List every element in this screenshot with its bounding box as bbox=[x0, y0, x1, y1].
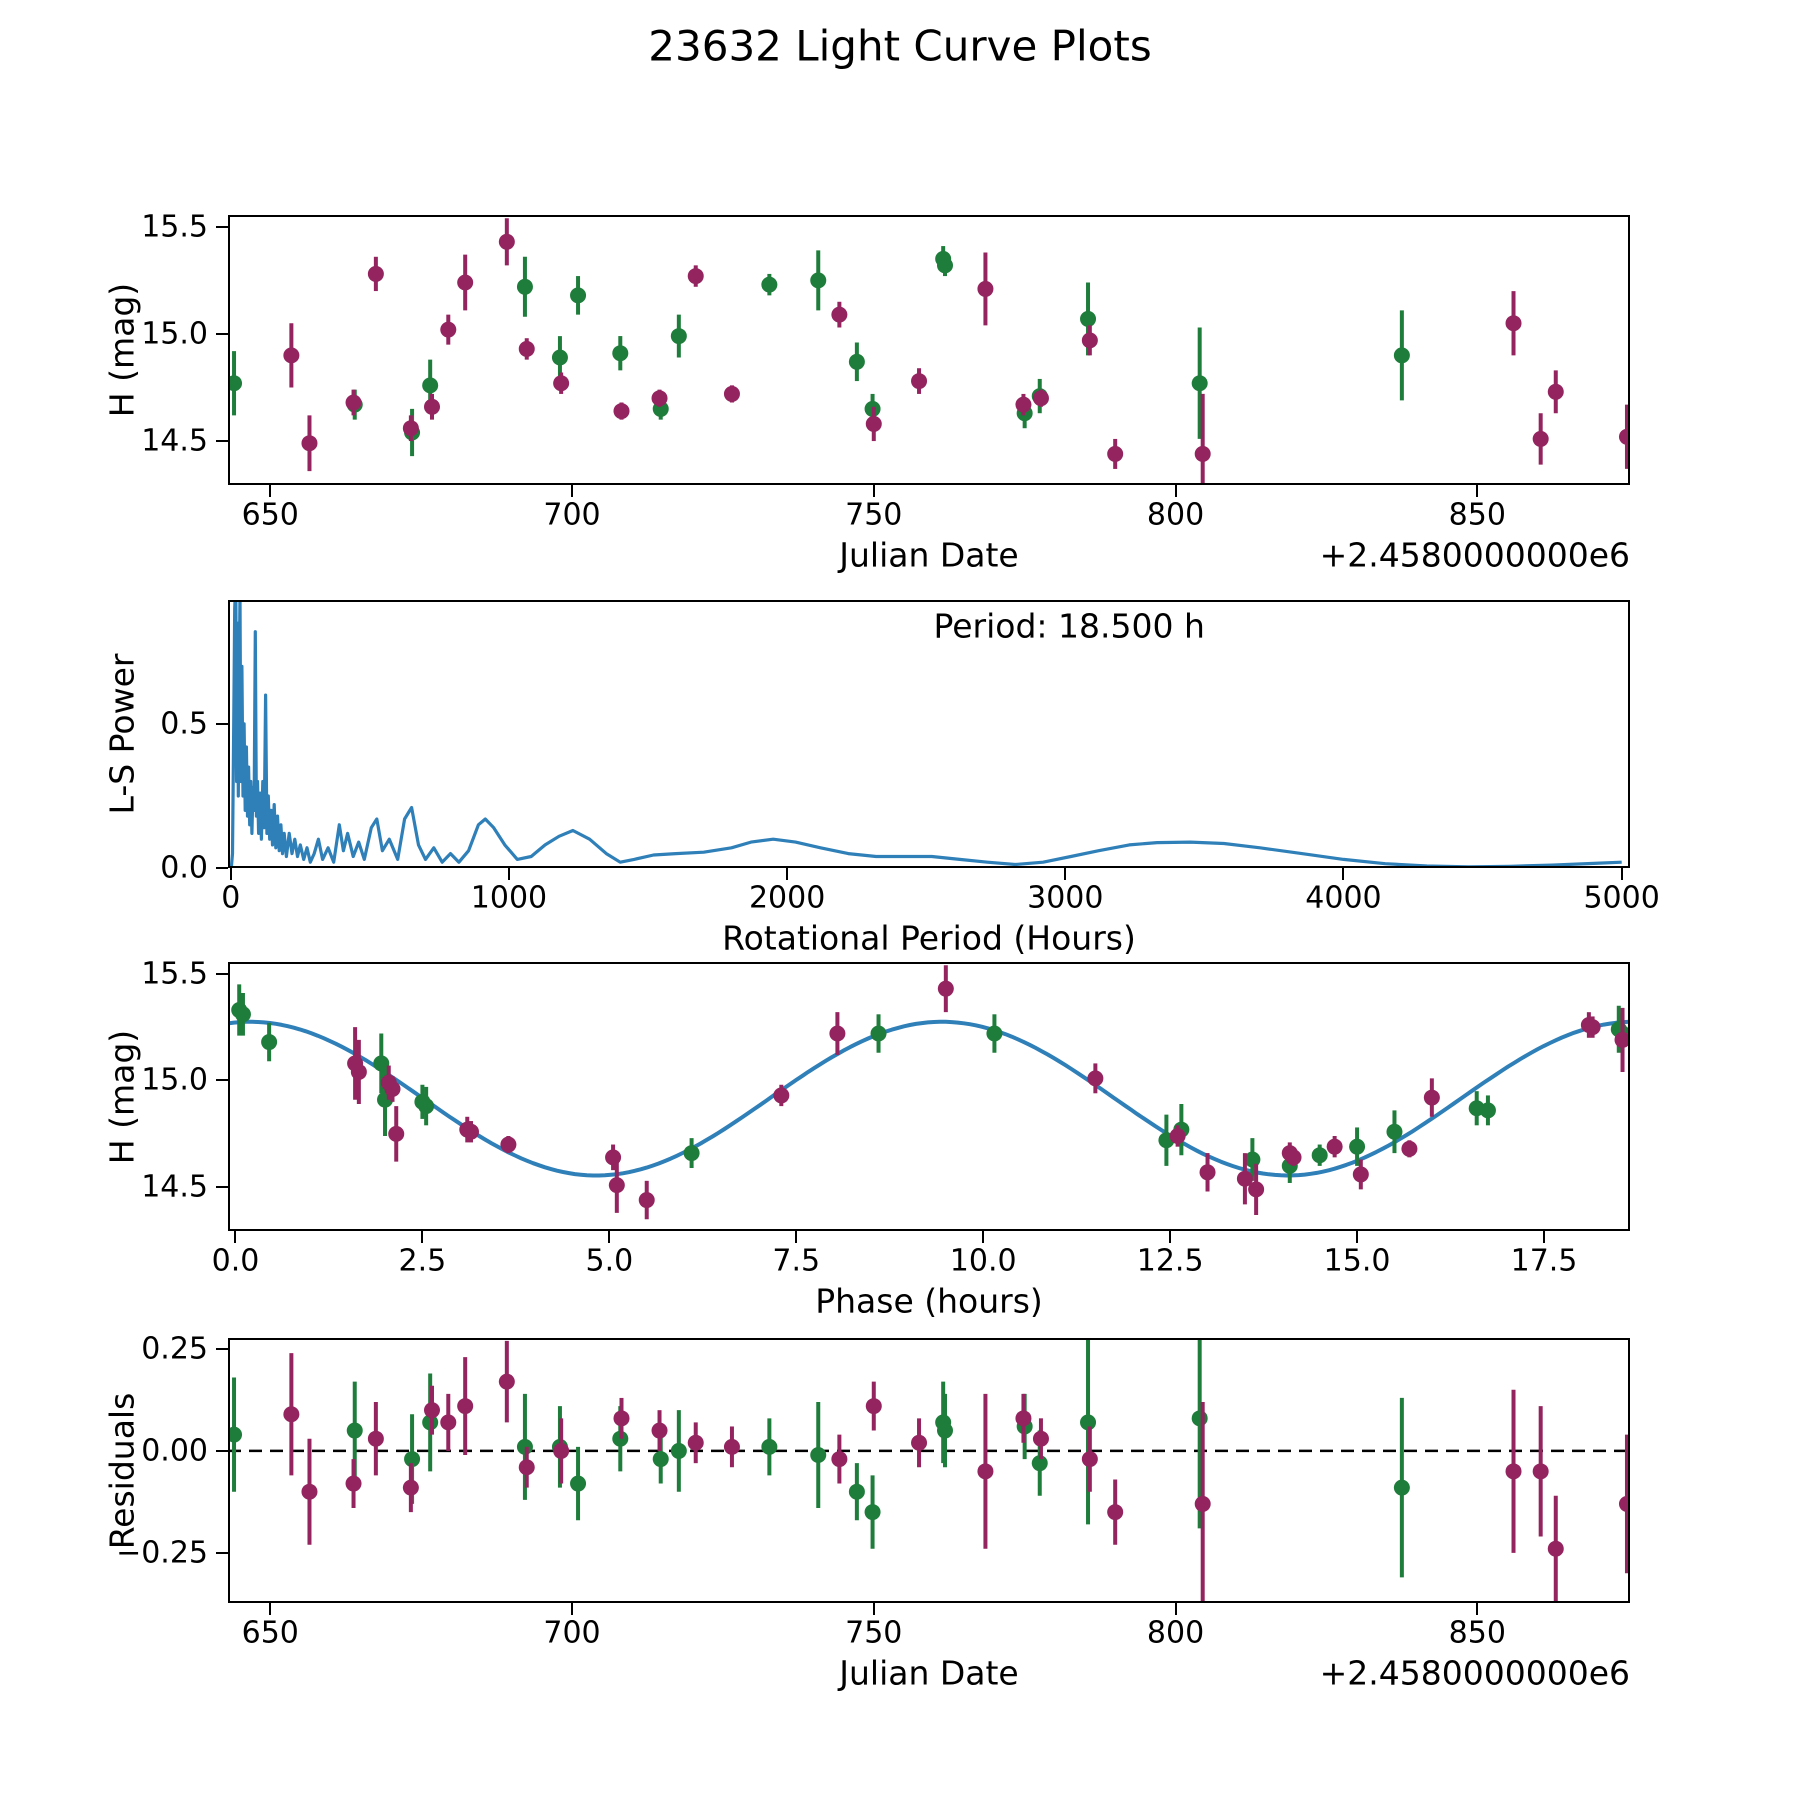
x-tick-label: 850 bbox=[1448, 1615, 1506, 1651]
x-tick-label: 12.5 bbox=[1136, 1243, 1204, 1279]
x-tick-label: 800 bbox=[1146, 1615, 1205, 1651]
x-tick-mark bbox=[1342, 868, 1345, 880]
y-tick-label: 15.0 bbox=[141, 1062, 208, 1098]
x-tick-mark bbox=[1476, 485, 1479, 497]
x-tick-label: 700 bbox=[543, 497, 601, 533]
x-tick-mark bbox=[1174, 1603, 1177, 1615]
x-tick-label: 750 bbox=[845, 497, 903, 533]
y-tick-mark bbox=[216, 1079, 228, 1082]
y-tick-mark bbox=[216, 1449, 228, 1452]
y-tick-mark bbox=[216, 440, 228, 443]
y-tick-label: 0.5 bbox=[160, 706, 208, 742]
y-tick-label: 0.0 bbox=[160, 850, 208, 886]
xlabel-phase-hours: Phase (hours) bbox=[815, 1281, 1043, 1321]
x-tick-label: 2.5 bbox=[398, 1243, 447, 1279]
x-tick-label: 1000 bbox=[470, 880, 548, 916]
y-tick-mark bbox=[216, 1551, 228, 1554]
x-tick-label: 750 bbox=[845, 1615, 903, 1651]
axes-phased-light-curve bbox=[228, 962, 1630, 1231]
jd-light-curve-plot-area bbox=[230, 218, 1628, 483]
axes-ls-periodogram bbox=[228, 600, 1630, 868]
xlabel-julian-date-panel1: Julian Date bbox=[839, 535, 1019, 575]
xlabel-rotational-period: Rotational Period (Hours) bbox=[722, 918, 1136, 958]
periodogram-plot-area bbox=[230, 602, 1622, 866]
x-tick-mark bbox=[872, 485, 875, 497]
y-tick-label: 0.00 bbox=[141, 1433, 208, 1469]
ylabel-residuals: Residuals bbox=[102, 1392, 142, 1549]
ylabel-h-mag-panel3: H (mag) bbox=[102, 1029, 142, 1164]
x-tick-mark bbox=[229, 868, 232, 880]
x-tick-mark bbox=[421, 1231, 424, 1243]
y-tick-label: 15.0 bbox=[141, 316, 208, 352]
x-tick-label: 4000 bbox=[1305, 880, 1382, 916]
x-tick-label: 5000 bbox=[1583, 880, 1660, 916]
x-tick-mark bbox=[269, 485, 272, 497]
ylabel-ls-power: L-S Power bbox=[102, 653, 142, 815]
y-tick-label: −0.25 bbox=[116, 1535, 208, 1571]
x-tick-label: 0 bbox=[221, 880, 241, 916]
x-tick-mark bbox=[269, 1603, 272, 1615]
x-tick-label: 650 bbox=[241, 497, 299, 533]
x-tick-mark bbox=[795, 1231, 798, 1243]
x-tick-mark bbox=[234, 1231, 237, 1243]
x-tick-mark bbox=[571, 1603, 573, 1615]
x-tick-mark bbox=[1064, 868, 1067, 880]
phased-plot-area bbox=[230, 965, 1628, 1220]
x-tick-label: 2000 bbox=[748, 880, 826, 916]
x-tick-label: 0.0 bbox=[211, 1243, 260, 1279]
x-tick-label: 650 bbox=[241, 1615, 299, 1651]
x-tick-label: 5.0 bbox=[585, 1243, 634, 1279]
y-tick-mark bbox=[216, 972, 228, 975]
x-tick-mark bbox=[1476, 1603, 1479, 1615]
y-tick-label: 15.5 bbox=[141, 956, 208, 992]
x-tick-mark bbox=[1543, 1231, 1545, 1243]
x-tick-mark bbox=[1169, 1231, 1172, 1243]
y-tick-label: 14.5 bbox=[141, 423, 208, 459]
x-tick-mark bbox=[1620, 868, 1623, 880]
x-tick-label: 850 bbox=[1448, 497, 1506, 533]
figure-title: 23632 Light Curve Plots bbox=[648, 21, 1152, 71]
y-tick-label: 0.25 bbox=[141, 1331, 208, 1367]
x-tick-label: 15.0 bbox=[1323, 1243, 1391, 1279]
y-tick-mark bbox=[216, 225, 228, 228]
x-tick-mark bbox=[872, 1603, 875, 1615]
residuals-plot-area bbox=[230, 1340, 1628, 1601]
jd-offset-label-panel1: +2.4580000000e6 bbox=[1319, 535, 1630, 575]
y-tick-mark bbox=[216, 1348, 228, 1350]
x-tick-mark bbox=[507, 868, 510, 880]
y-tick-mark bbox=[216, 722, 228, 725]
x-tick-mark bbox=[608, 1231, 611, 1243]
x-tick-label: 10.0 bbox=[949, 1243, 1017, 1279]
x-tick-label: 3000 bbox=[1027, 880, 1104, 916]
x-tick-mark bbox=[1174, 485, 1177, 497]
ylabel-h-mag-panel1: H (mag) bbox=[102, 282, 142, 418]
y-tick-mark bbox=[216, 1186, 228, 1189]
x-tick-label: 17.5 bbox=[1510, 1243, 1578, 1279]
x-tick-label: 800 bbox=[1146, 497, 1205, 533]
y-tick-label: 14.5 bbox=[141, 1169, 208, 1205]
y-tick-label: 15.5 bbox=[141, 209, 208, 245]
best-period-annotation: Period: 18.500 h bbox=[933, 606, 1205, 646]
x-tick-mark bbox=[571, 485, 573, 497]
y-tick-mark bbox=[216, 332, 228, 335]
xlabel-julian-date-panel4: Julian Date bbox=[839, 1653, 1019, 1693]
x-tick-mark bbox=[1356, 1231, 1359, 1243]
axes-residuals bbox=[228, 1338, 1630, 1603]
x-tick-mark bbox=[786, 868, 789, 880]
x-tick-label: 7.5 bbox=[772, 1243, 821, 1279]
jd-offset-label-panel4: +2.4580000000e6 bbox=[1319, 1653, 1630, 1693]
x-tick-label: 700 bbox=[543, 1615, 601, 1651]
axes-jd-light-curve bbox=[228, 215, 1630, 485]
x-tick-mark bbox=[982, 1231, 985, 1243]
y-tick-mark bbox=[216, 867, 228, 869]
